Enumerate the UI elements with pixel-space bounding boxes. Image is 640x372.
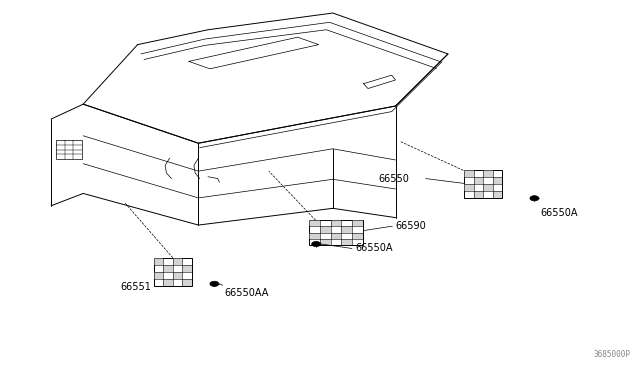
Bar (474, 177, 483, 184)
Bar (320, 238, 331, 245)
Bar (493, 177, 502, 184)
Bar (464, 170, 474, 177)
Bar (331, 232, 342, 238)
Bar (154, 272, 163, 279)
Bar (493, 191, 502, 198)
Bar (173, 257, 182, 264)
Bar (474, 191, 483, 198)
Bar (342, 227, 353, 232)
Circle shape (530, 196, 539, 201)
Text: 66550: 66550 (379, 174, 410, 183)
Text: 66590: 66590 (396, 221, 426, 231)
Bar (182, 279, 192, 286)
Bar (483, 170, 493, 177)
Circle shape (312, 241, 321, 247)
Bar (182, 264, 192, 272)
Text: 66551: 66551 (120, 282, 151, 292)
Bar (342, 238, 353, 245)
Circle shape (210, 281, 219, 286)
Bar (320, 227, 331, 232)
Text: 66550AA: 66550AA (224, 288, 268, 298)
Bar (331, 220, 342, 227)
Bar (464, 170, 502, 198)
Bar (56, 140, 82, 159)
Text: 66550A: 66550A (541, 208, 579, 218)
Bar (154, 257, 163, 264)
Bar (309, 220, 364, 245)
Bar (483, 184, 493, 191)
Bar (163, 264, 173, 272)
Bar (173, 272, 182, 279)
Bar (352, 232, 364, 238)
Bar (309, 220, 320, 227)
Bar (352, 220, 364, 227)
Bar (464, 184, 474, 191)
Bar (309, 232, 320, 238)
Text: 3685000P: 3685000P (593, 350, 630, 359)
Bar (154, 257, 192, 286)
Text: 66550A: 66550A (355, 244, 393, 253)
Bar (163, 279, 173, 286)
